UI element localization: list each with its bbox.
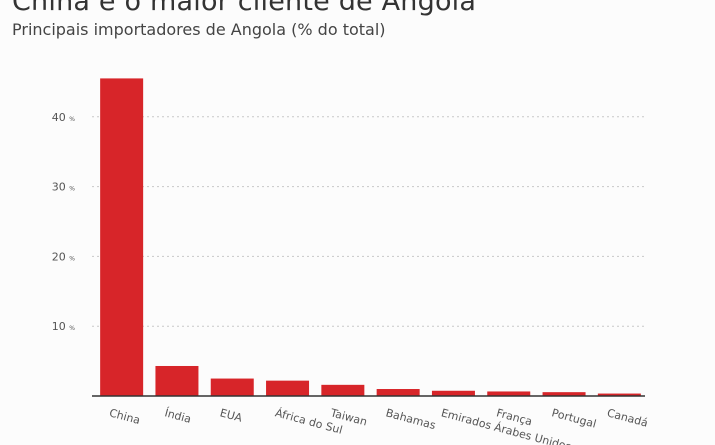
bar-taiwan <box>321 384 365 396</box>
y-tick-label: 30 % <box>52 181 76 194</box>
y-tick-label: 40 % <box>52 111 76 124</box>
chart-title: China é o maior cliente de Angola <box>12 0 477 17</box>
bar--frica-do-sul <box>266 380 310 396</box>
y-tick-label: 20 % <box>52 250 76 263</box>
x-tick-label: China <box>108 406 142 427</box>
grid-lines <box>92 116 645 327</box>
x-tick-label: EUA <box>218 406 244 425</box>
x-tick-label: Índia <box>163 406 192 426</box>
bar-eua <box>210 378 254 396</box>
bar-canad- <box>597 393 641 396</box>
bar-emirados-rabes-unidos <box>431 390 475 396</box>
bar-portugal <box>542 392 586 396</box>
bar-bahamas <box>376 389 420 396</box>
bar-china <box>100 78 144 396</box>
y-tick-label: 10 % <box>52 320 76 333</box>
bars <box>100 78 641 396</box>
bar-fran-a <box>487 391 531 396</box>
y-axis-ticks: 10 % 20 % 30 % 40 % <box>52 111 76 333</box>
chart-subtitle: Principais importadores de Angola (% do … <box>12 20 386 39</box>
x-tick-label: Portugal <box>550 406 597 430</box>
bar--ndia <box>155 365 199 396</box>
x-tick-label: Canadá <box>606 406 650 429</box>
x-tick-label: Bahamas <box>384 406 437 432</box>
